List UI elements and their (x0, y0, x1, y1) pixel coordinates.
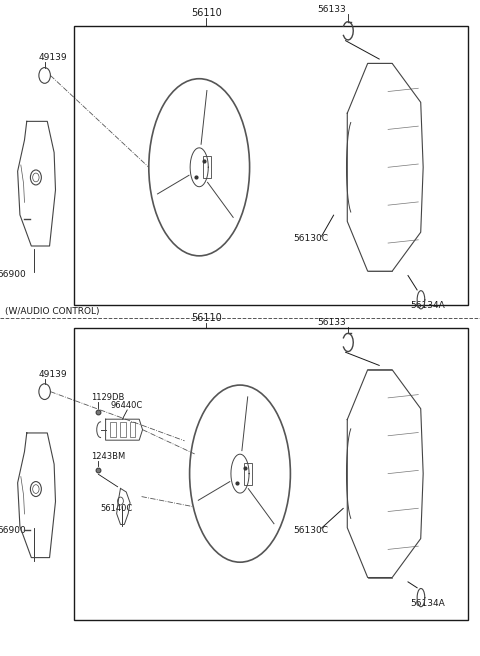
Text: 56133: 56133 (317, 5, 346, 14)
Text: 56900: 56900 (0, 525, 26, 535)
Text: 56130C: 56130C (293, 234, 328, 243)
Bar (74, 328, 468, 620)
Text: 1243BM: 1243BM (91, 451, 125, 461)
Bar (74, 26, 468, 305)
Text: 49139: 49139 (38, 53, 67, 62)
Text: 56110: 56110 (191, 9, 222, 18)
Text: 56110: 56110 (191, 313, 222, 323)
Bar (110, 422, 116, 437)
Text: 56134A: 56134A (410, 599, 445, 608)
Text: (W/AUDIO CONTROL): (W/AUDIO CONTROL) (5, 307, 99, 316)
Text: 56900: 56900 (0, 270, 26, 279)
Text: 56140C: 56140C (101, 504, 133, 513)
Text: 1129DB: 1129DB (91, 393, 125, 402)
Bar (130, 422, 135, 437)
Bar (203, 156, 211, 178)
Text: 49139: 49139 (38, 369, 67, 379)
Text: 96440C: 96440C (110, 401, 143, 410)
Text: 56130C: 56130C (293, 525, 328, 535)
Text: 56133: 56133 (317, 318, 346, 327)
Text: 56134A: 56134A (410, 301, 445, 310)
Bar (244, 462, 252, 485)
Bar (120, 422, 126, 437)
